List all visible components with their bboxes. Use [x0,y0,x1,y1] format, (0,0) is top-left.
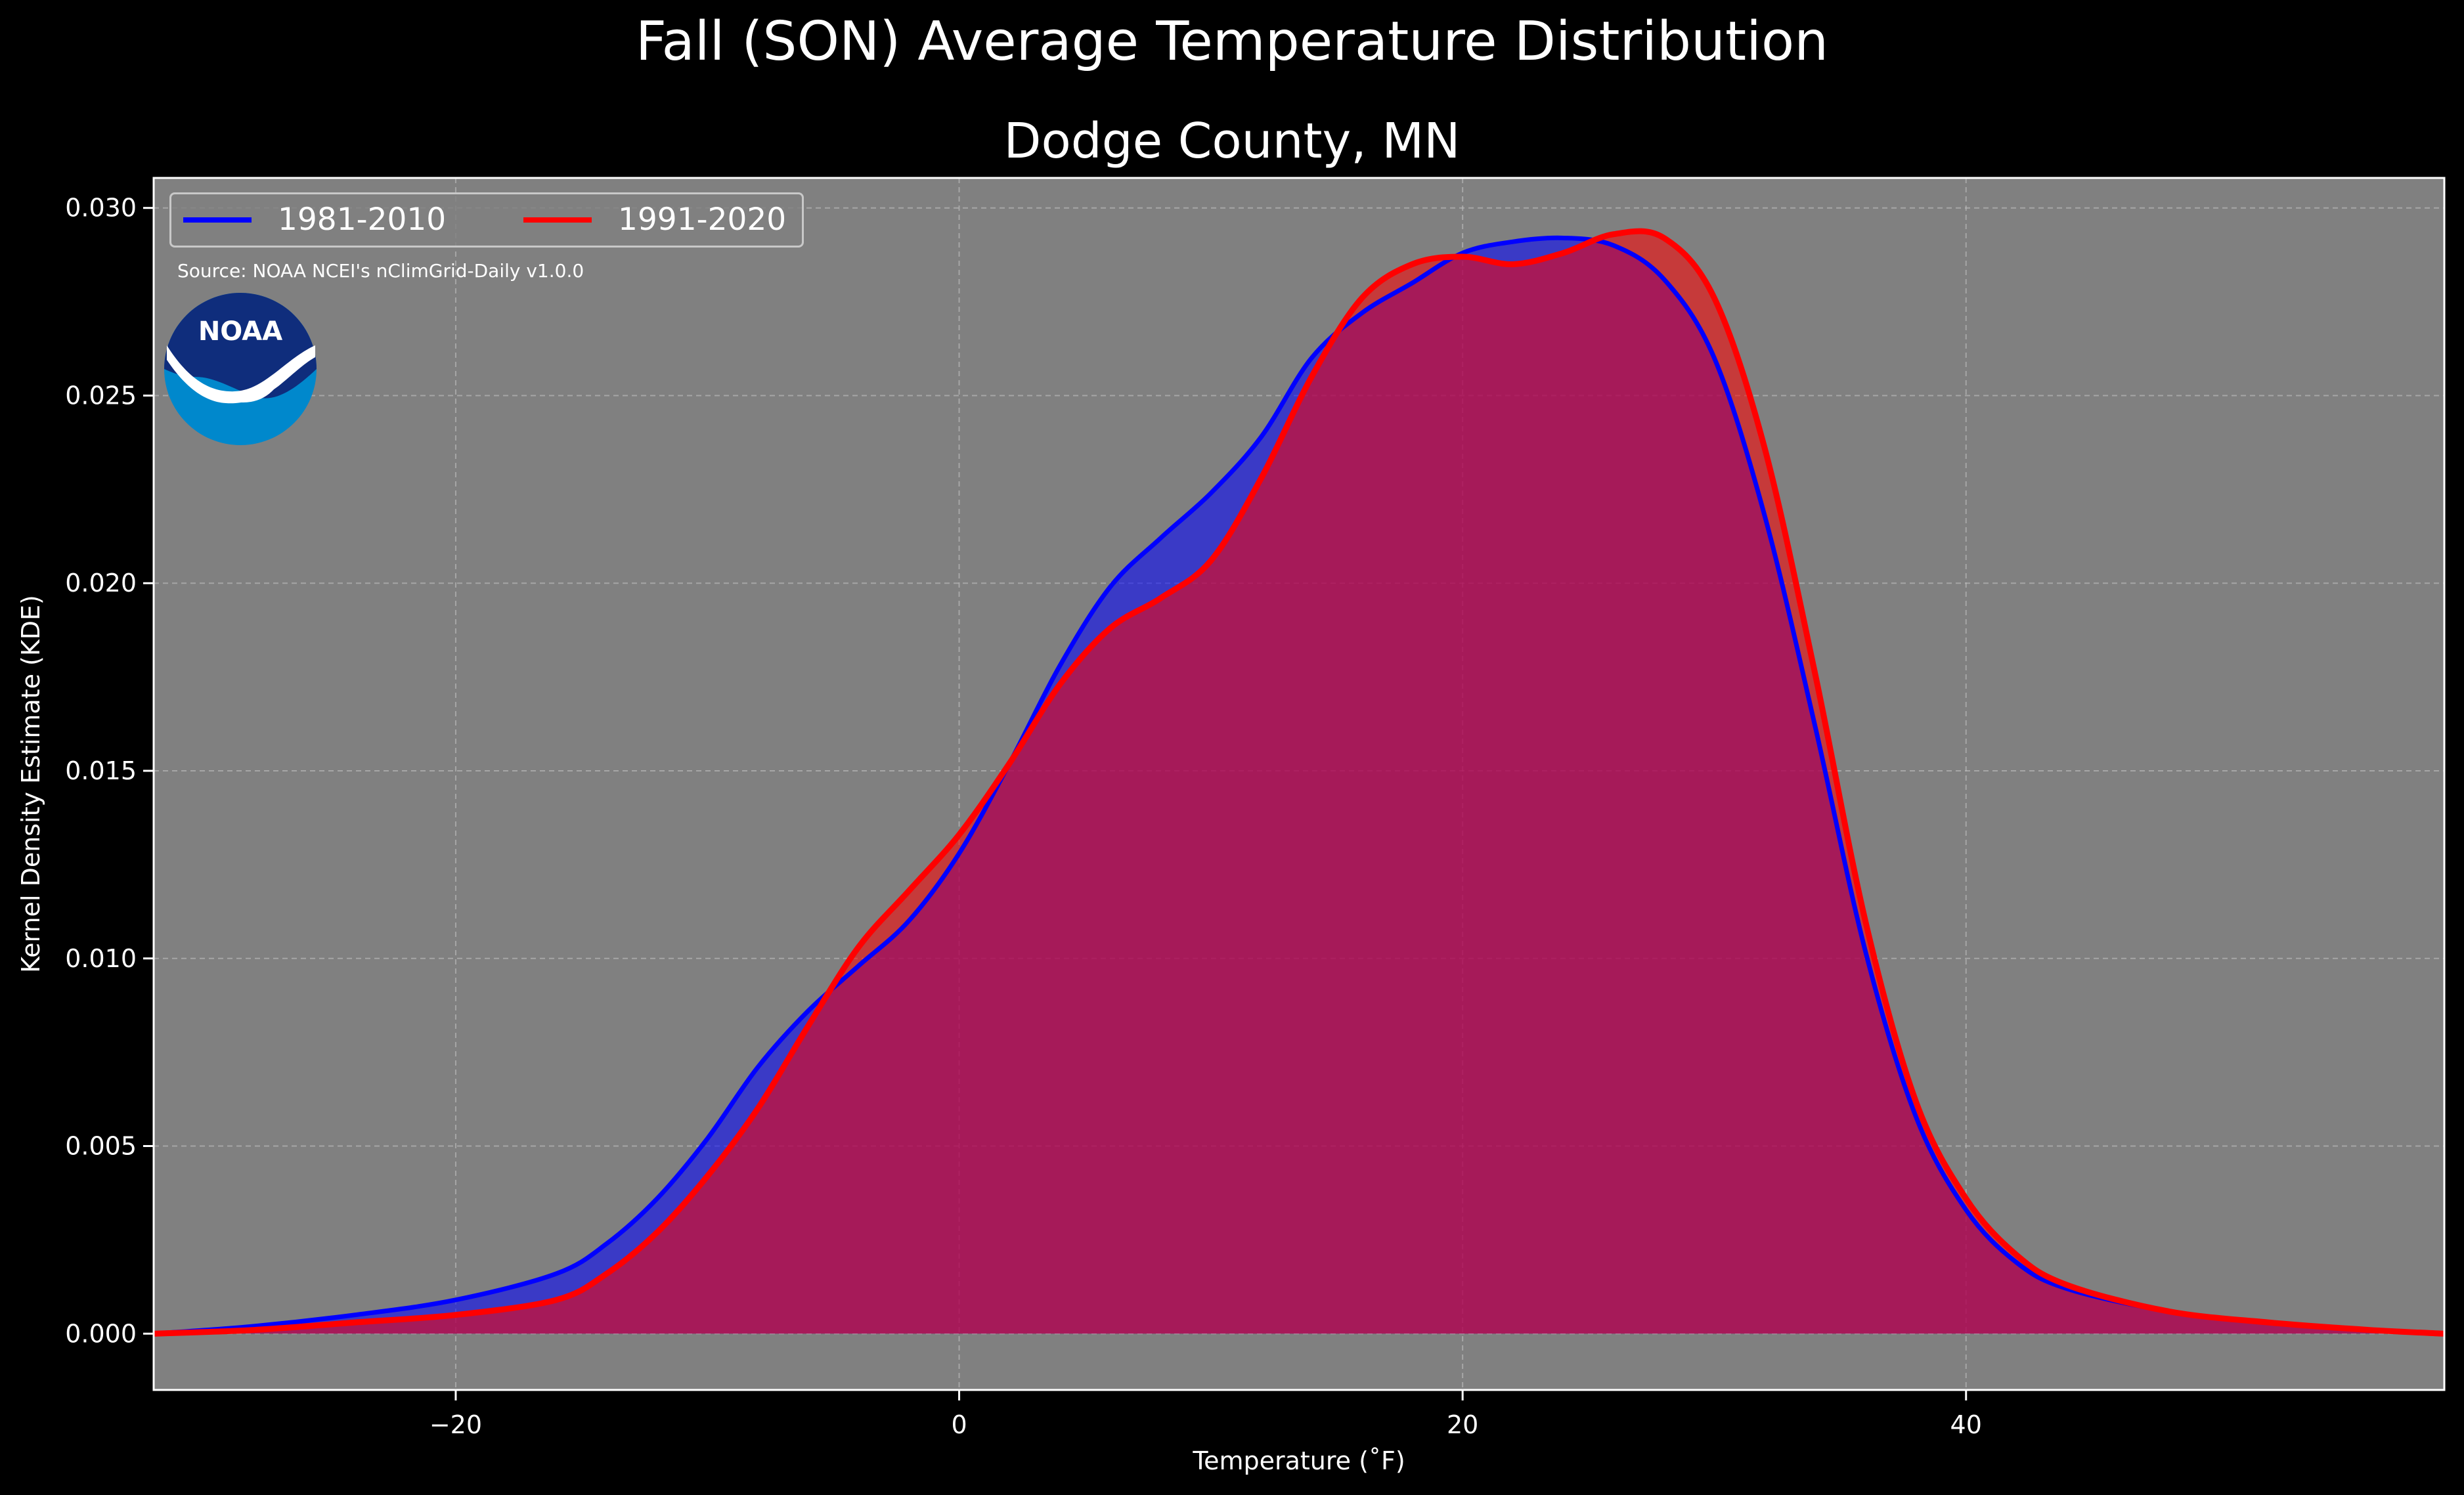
legend-swatch-1981-2010 [183,217,252,223]
x-axis-label: Temperature (˚F) [1192,1446,1405,1475]
chart-subtitle: Dodge County, MN [1003,113,1461,169]
y-tick-label: 0.025 [65,381,137,410]
x-tick-label: 0 [951,1410,967,1439]
legend-item-1981-2010: 1981-2010 [183,194,446,246]
y-axis-label: Kernel Density Estimate (KDE) [16,595,45,973]
chart-suptitle: Fall (SON) Average Temperature Distribut… [635,11,1829,73]
y-tick-label: 0.000 [65,1319,137,1348]
legend-label-1981-2010: 1981-2010 [278,202,447,238]
y-tick-label: 0.010 [65,944,137,973]
source-note: Source: NOAA NCEI's nClimGrid-Daily v1.0… [177,260,584,282]
series-line-1991-2020 [153,228,2445,1337]
plot-frame [152,177,2446,1391]
noaa-logo-icon: NOAA [164,293,317,445]
noaa-logo-text: NOAA [198,316,282,347]
y-tick-label: 0.030 [65,194,137,223]
y-tick-label: 0.005 [65,1132,137,1161]
series-area-1991-2020 [154,231,2444,1334]
legend-label-1991-2020: 1991-2020 [618,202,787,238]
legend-swatch-1991-2020 [523,217,592,223]
x-tick-label: 20 [1447,1410,1478,1439]
x-tick-label: −20 [429,1410,482,1439]
y-tick-label: 0.020 [65,569,137,597]
y-tick-label: 0.015 [65,756,137,785]
legend-item-1991-2020: 1991-2020 [523,194,786,246]
noaa-logo: NOAA [163,292,318,446]
chart-legend: 1981-2010 1991-2020 [169,192,804,248]
x-tick-label: 40 [1950,1410,1982,1439]
